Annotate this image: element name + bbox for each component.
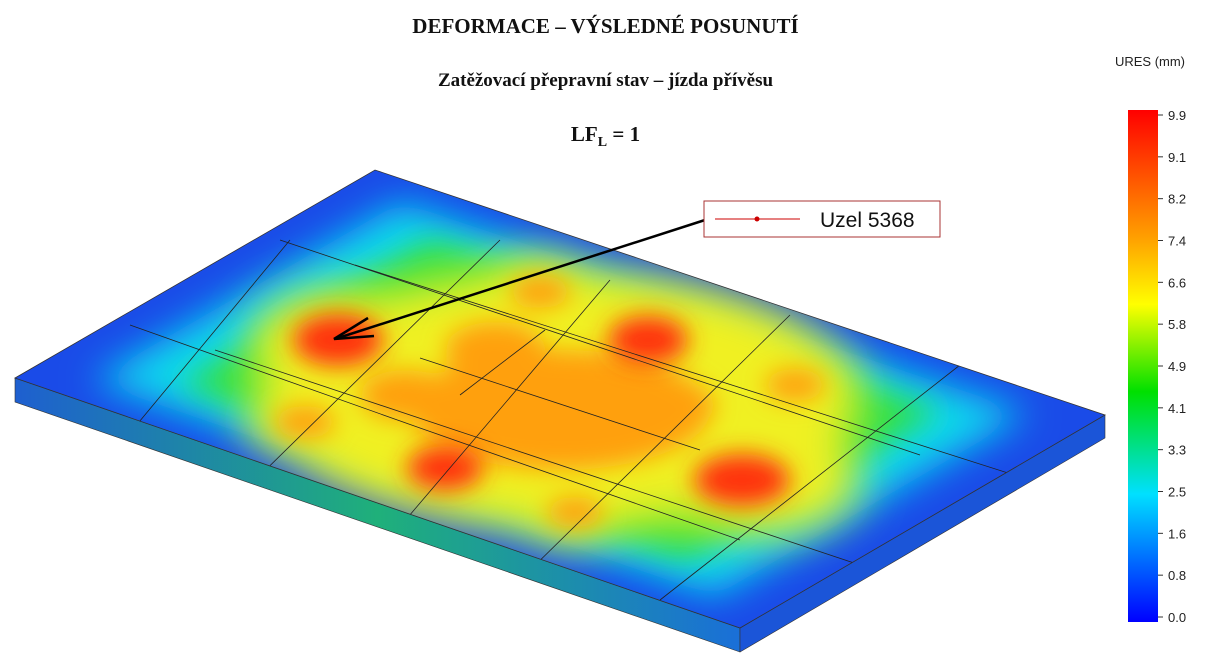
tick-label: 0.8 <box>1168 568 1186 583</box>
plate <box>15 170 1105 652</box>
tick-label: 4.1 <box>1168 401 1186 416</box>
tick-label: 0.0 <box>1168 610 1186 625</box>
tick-label: 7.4 <box>1168 234 1186 249</box>
tick-label: 6.6 <box>1168 275 1186 290</box>
tick-label: 5.8 <box>1168 317 1186 332</box>
tick-label: 3.3 <box>1168 443 1186 458</box>
page: DEFORMACE – VÝSLEDNÉ POSUNUTÍ Zatěžovací… <box>0 0 1211 655</box>
tick-label: 4.9 <box>1168 359 1186 374</box>
tick-label: 1.6 <box>1168 526 1186 541</box>
legend-title: URES (mm) <box>1115 54 1185 69</box>
callout-label: Uzel 5368 <box>820 209 915 232</box>
tick-label: 9.1 <box>1168 150 1186 165</box>
tick-label: 8.2 <box>1168 192 1186 207</box>
tick-label: 2.5 <box>1168 485 1186 500</box>
colorbar: URES (mm) 9.9 9.1 8.2 7.4 6.6 5.8 4.9 4.1 3.3 2.5… <box>1115 54 1186 625</box>
color-scale <box>1128 110 1158 622</box>
tick-label: 9.9 <box>1168 108 1186 123</box>
figure: Uzel 5368 URES (mm) 9.9 9.1 8.2 7.4 6.6 5.8 4.… <box>0 0 1211 655</box>
